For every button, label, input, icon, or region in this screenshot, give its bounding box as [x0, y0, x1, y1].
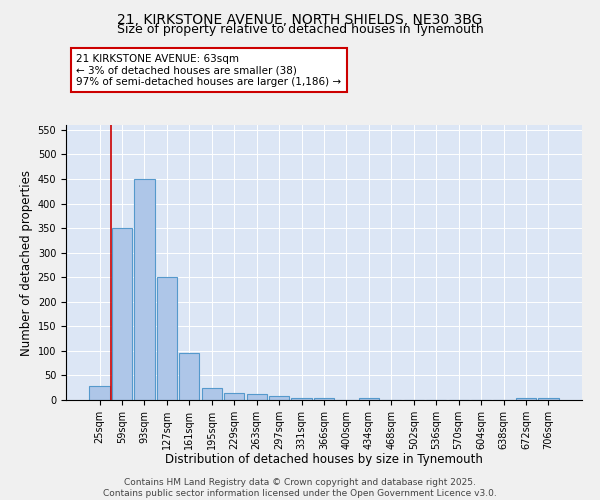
Bar — [314, 398, 334, 400]
X-axis label: Distribution of detached houses by size in Tynemouth: Distribution of detached houses by size … — [165, 454, 483, 466]
Bar — [224, 392, 244, 400]
Text: 21, KIRKSTONE AVENUE, NORTH SHIELDS, NE30 3BG: 21, KIRKSTONE AVENUE, NORTH SHIELDS, NE3… — [118, 12, 482, 26]
Bar — [179, 354, 199, 400]
Y-axis label: Number of detached properties: Number of detached properties — [20, 170, 34, 356]
Bar — [89, 386, 110, 400]
Bar — [359, 398, 379, 400]
Bar — [134, 179, 155, 400]
Bar — [516, 398, 536, 400]
Bar — [157, 277, 177, 400]
Bar — [202, 388, 222, 400]
Bar — [538, 398, 559, 400]
Bar — [269, 396, 289, 400]
Bar — [247, 394, 267, 400]
Bar — [112, 228, 132, 400]
Text: Contains HM Land Registry data © Crown copyright and database right 2025.
Contai: Contains HM Land Registry data © Crown c… — [103, 478, 497, 498]
Text: Size of property relative to detached houses in Tynemouth: Size of property relative to detached ho… — [116, 22, 484, 36]
Bar — [292, 398, 311, 400]
Text: 21 KIRKSTONE AVENUE: 63sqm
← 3% of detached houses are smaller (38)
97% of semi-: 21 KIRKSTONE AVENUE: 63sqm ← 3% of detac… — [76, 54, 341, 86]
